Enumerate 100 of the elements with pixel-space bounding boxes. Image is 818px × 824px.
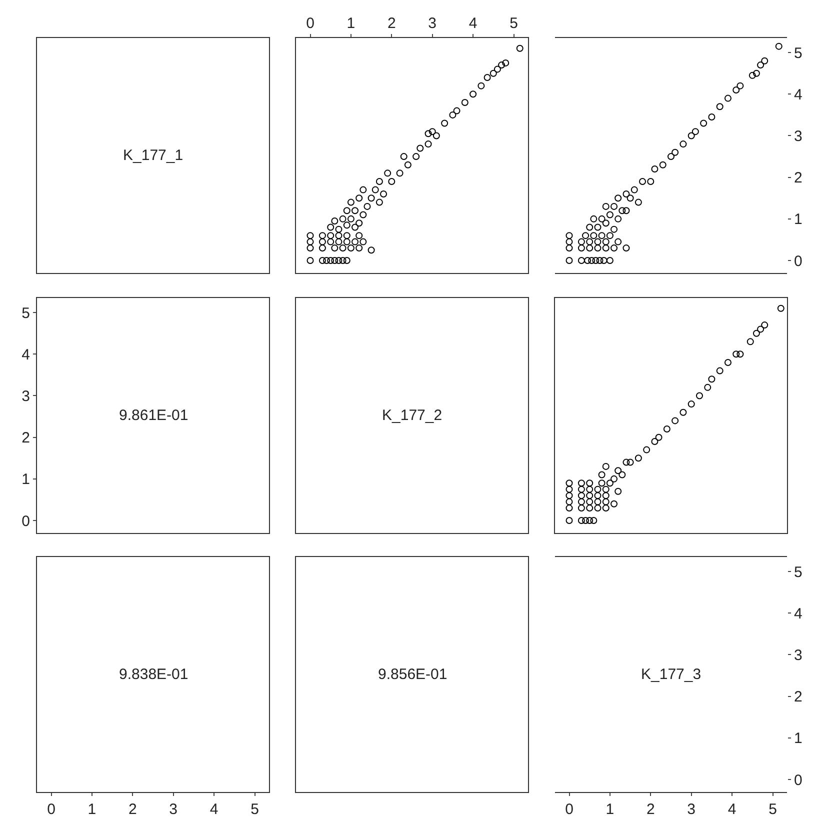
point [610, 500, 618, 508]
point [578, 498, 585, 506]
y2-tick-label: 0 [794, 772, 802, 789]
x2-tick-label: 0 [306, 15, 314, 32]
point [594, 498, 602, 506]
x-tick-label: 3 [687, 801, 696, 818]
point [594, 504, 602, 512]
point [602, 462, 610, 470]
point [594, 492, 602, 500]
point [578, 486, 585, 493]
x-tick-label: 2 [128, 801, 137, 818]
point [566, 480, 573, 487]
point [655, 434, 662, 441]
point [566, 486, 573, 493]
y-tick-label: 5 [22, 304, 30, 322]
y2-tick-label: 1 [794, 730, 802, 748]
point [586, 517, 594, 524]
y2-tick-label: 3 [794, 128, 802, 145]
x2-tick-label: 2 [387, 15, 396, 32]
point [602, 504, 610, 512]
point [590, 517, 598, 524]
y-tick-label: 0 [22, 512, 30, 530]
point [634, 454, 642, 462]
point [586, 486, 594, 493]
text: 9.856E-01 [378, 666, 448, 683]
point [746, 338, 754, 346]
point [643, 446, 650, 454]
x-tick-label: 0 [47, 801, 56, 818]
point [757, 326, 764, 333]
x-tick-label: 1 [88, 801, 96, 818]
y2-tick-label: 3 [794, 646, 802, 664]
point [761, 322, 768, 329]
text: K_177_1 [123, 147, 184, 164]
point [602, 486, 610, 493]
y2-tick-label: 2 [794, 688, 802, 706]
point [614, 488, 622, 495]
point [578, 517, 585, 524]
y-tick-label: 4 [22, 346, 30, 364]
point [610, 475, 618, 482]
point [724, 358, 732, 366]
x-tick-label: 4 [728, 801, 736, 818]
point [732, 350, 740, 358]
point [696, 392, 703, 400]
point [736, 350, 744, 358]
point [578, 504, 585, 512]
annotation: 9.861E-01 [119, 407, 188, 424]
y-tick-label: 1 [22, 471, 30, 488]
y2-tick-label: 4 [794, 605, 802, 622]
x2-tick-label: 1 [346, 15, 356, 32]
point [586, 498, 594, 506]
point [598, 480, 606, 487]
point [602, 492, 610, 500]
point [680, 408, 687, 416]
y2-tick-label: 0 [794, 252, 802, 270]
point [752, 330, 760, 337]
point [582, 517, 590, 524]
y-tick-label: 3 [22, 388, 30, 405]
point [708, 376, 716, 383]
x-tick-label: 2 [646, 801, 655, 818]
x2-tick-label: 4 [468, 15, 478, 32]
point [688, 400, 695, 408]
point [586, 492, 594, 500]
y2-tick-label: 4 [794, 86, 802, 104]
point [586, 504, 594, 512]
point [578, 492, 585, 500]
annotation: K_177_3 [641, 666, 702, 683]
point [566, 504, 573, 512]
x-tick-label: 0 [565, 801, 574, 818]
point [672, 417, 679, 424]
point [651, 438, 658, 445]
point [566, 492, 573, 500]
x-tick-label: 5 [250, 801, 259, 818]
point [614, 467, 622, 474]
point [586, 480, 594, 487]
point [598, 471, 606, 478]
point [578, 480, 585, 487]
y2-tick-label: 2 [794, 170, 802, 187]
point [622, 458, 630, 466]
x-tick-label: 3 [169, 801, 178, 818]
point [716, 367, 724, 374]
y2-tick-label: 5 [794, 564, 802, 581]
point [618, 471, 626, 478]
point [602, 498, 610, 506]
point [777, 304, 784, 312]
annotation: 9.838E-01 [119, 666, 188, 683]
x-tick-label: 1 [606, 801, 614, 818]
point [606, 480, 614, 487]
x2-tick-label: 5 [510, 15, 518, 32]
x2-tick-label: 3 [428, 15, 437, 32]
y-tick-label: 2 [22, 430, 30, 447]
x-tick-label: 4 [210, 801, 218, 818]
x-tick-label: 5 [768, 801, 777, 818]
y2-tick-label: 5 [794, 44, 802, 62]
y2-tick-label: 1 [794, 211, 802, 228]
point [626, 458, 634, 466]
point [663, 426, 670, 433]
text: K_177_2 [382, 407, 442, 424]
point [704, 384, 712, 391]
point [594, 486, 602, 493]
point [566, 498, 573, 506]
